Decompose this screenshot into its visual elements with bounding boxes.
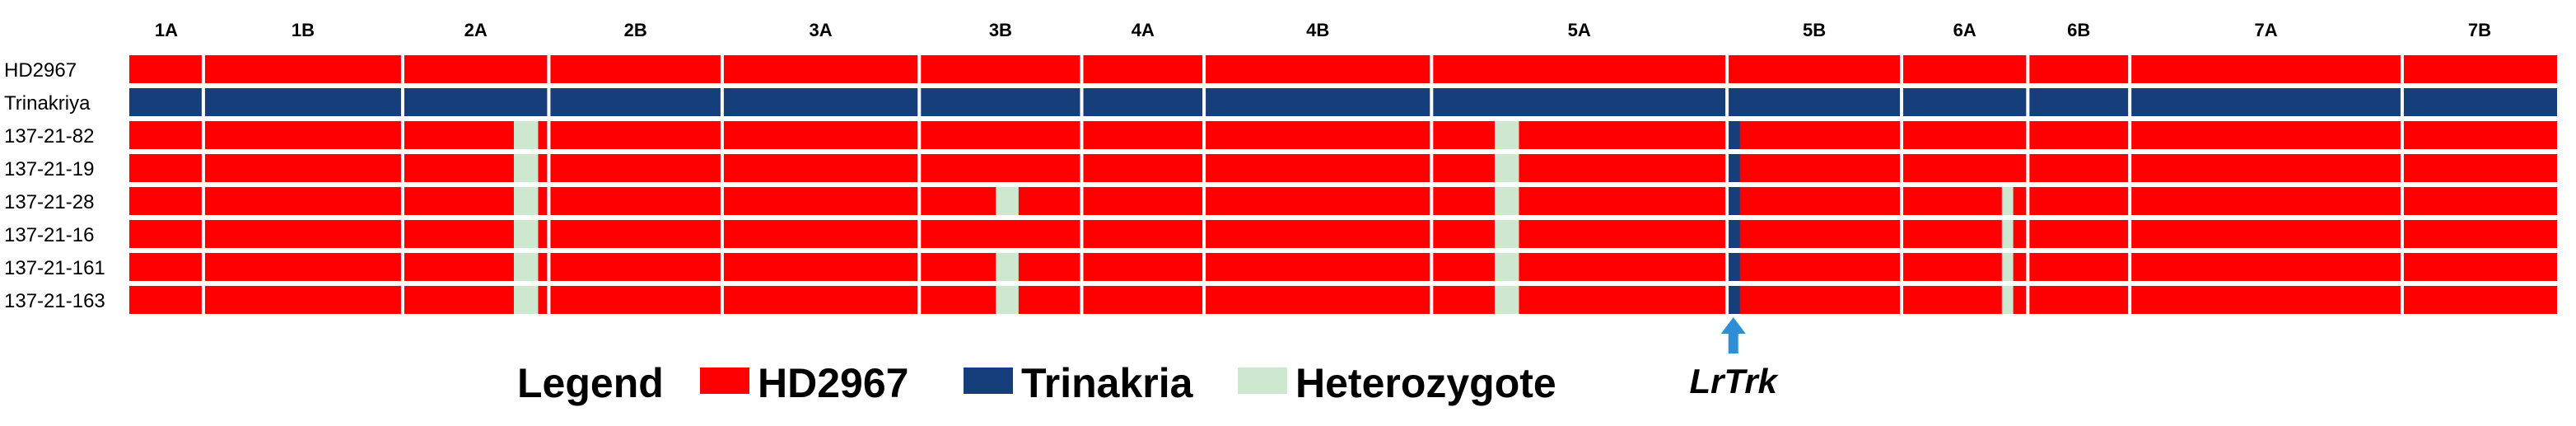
chromosome-label: 4B [1306,20,1329,40]
genotype-row [129,187,2557,215]
legend: Legend HD2967 Trinakria Heterozygote [517,360,1556,406]
row-label: 137-21-82 [4,125,94,147]
genotype-segment [1727,121,1740,149]
chromosome-divider [2128,55,2132,314]
genotype-segment [513,286,539,314]
genotype-segment [2001,187,2014,215]
lrtrk-marker: LrTrk [1689,317,1780,400]
chromosome-label: 4A [1132,20,1155,40]
genotype-segment [1494,286,1519,314]
genotype-segment [513,253,539,281]
legend-label: Trinakria [1021,360,1194,406]
row-background [129,220,2557,248]
genotype-row [129,121,2557,149]
chromosome-label: 1A [155,20,178,40]
row-label: Trinakriya [4,92,91,115]
genotype-segment [513,187,539,215]
row-background [129,154,2557,182]
chromosome-label: 2B [624,20,647,40]
row-background [129,55,2557,83]
row-background [129,121,2557,149]
legend-item: Heterozygote [1238,360,1556,406]
genotype-segment [996,253,1019,281]
chromosome-divider [1900,55,1904,314]
genotype-rows [129,55,2557,314]
legend-label: Heterozygote [1295,360,1556,406]
genotype-segment [1727,220,1740,248]
chromosome-divider [201,55,205,314]
genotype-segment [996,286,1019,314]
chromosome-label: 1B [292,20,315,40]
row-label: 137-21-28 [4,191,94,213]
genotype-segment [1727,187,1740,215]
chromosome-label: 5A [1568,20,1591,40]
legend-label: HD2967 [758,360,908,406]
genotype-row [129,253,2557,281]
row-background [129,88,2557,116]
row-label: 137-21-161 [4,257,105,279]
legend-item: Trinakria [964,360,1194,406]
chromosome-label: 3A [810,20,833,40]
row-background [129,286,2557,314]
genotype-segment [1494,220,1519,248]
chromosome-divider [2026,55,2030,314]
chromosome-divider [1430,55,1434,314]
legend-swatch [964,367,1013,394]
chromosome-divider [400,55,404,314]
row-label: 137-21-163 [4,290,105,312]
genotype-segment [513,220,539,248]
chromosome-divider [1202,55,1206,314]
chromosome-divider [547,55,551,314]
genotype-segment [996,187,1019,215]
genotype-segment [1727,286,1740,314]
genotype-segment [1727,154,1740,182]
genotype-segment [2001,286,2014,314]
legend-swatch [700,367,749,394]
row-background [129,253,2557,281]
genotype-segment [1494,187,1519,215]
row-label: HD2967 [4,59,77,82]
arrow-up-icon [1720,317,1746,353]
chromosome-divider [917,55,922,314]
legend-swatch [1238,367,1287,394]
legend-items: HD2967 Trinakria Heterozygote [700,360,1556,406]
genotype-row-labels: HD2967 Trinakriya 137-21-82 137-21-19 137-21… [4,59,105,312]
legend-title: Legend [517,360,664,406]
genotype-segment [1494,253,1519,281]
genotype-row [129,55,2557,83]
chromosome-dividers [201,55,2404,314]
marker-label: LrTrk [1689,362,1779,400]
chromosome-label: 6B [2067,20,2090,40]
chromosome-labels: 1A 1B 2A 2B 3A 3B 4A 4B 5A 5B 6A 6B 7A 7B [155,20,2491,40]
genotype-segment [513,154,539,182]
genotype-segment [513,121,539,149]
genotype-row [129,286,2557,314]
row-label: 137-21-16 [4,224,94,246]
row-background [129,187,2557,215]
chromosome-label: 5B [1803,20,1826,40]
genotype-row [129,88,2557,116]
genotype-segment [1494,154,1519,182]
chromosome-label: 7A [2254,20,2277,40]
chromosome-label: 3B [989,20,1012,40]
chromosome-divider [1725,55,1729,314]
genotype-segment [2001,220,2014,248]
row-label: 137-21-19 [4,158,94,180]
genotype-segment [2001,253,2014,281]
genotype-row [129,154,2557,182]
legend-item: HD2967 [700,360,908,406]
chromosome-divider [2400,55,2404,314]
chromosome-label: 7B [2468,20,2491,40]
chromosome-divider [1080,55,1084,314]
chromosome-divider [720,55,724,314]
chromosome-label: 6A [1953,20,1976,40]
genotype-segment [1494,121,1519,149]
genotype-segment [1727,253,1740,281]
genotype-row [129,220,2557,248]
chromosome-label: 2A [464,20,488,40]
